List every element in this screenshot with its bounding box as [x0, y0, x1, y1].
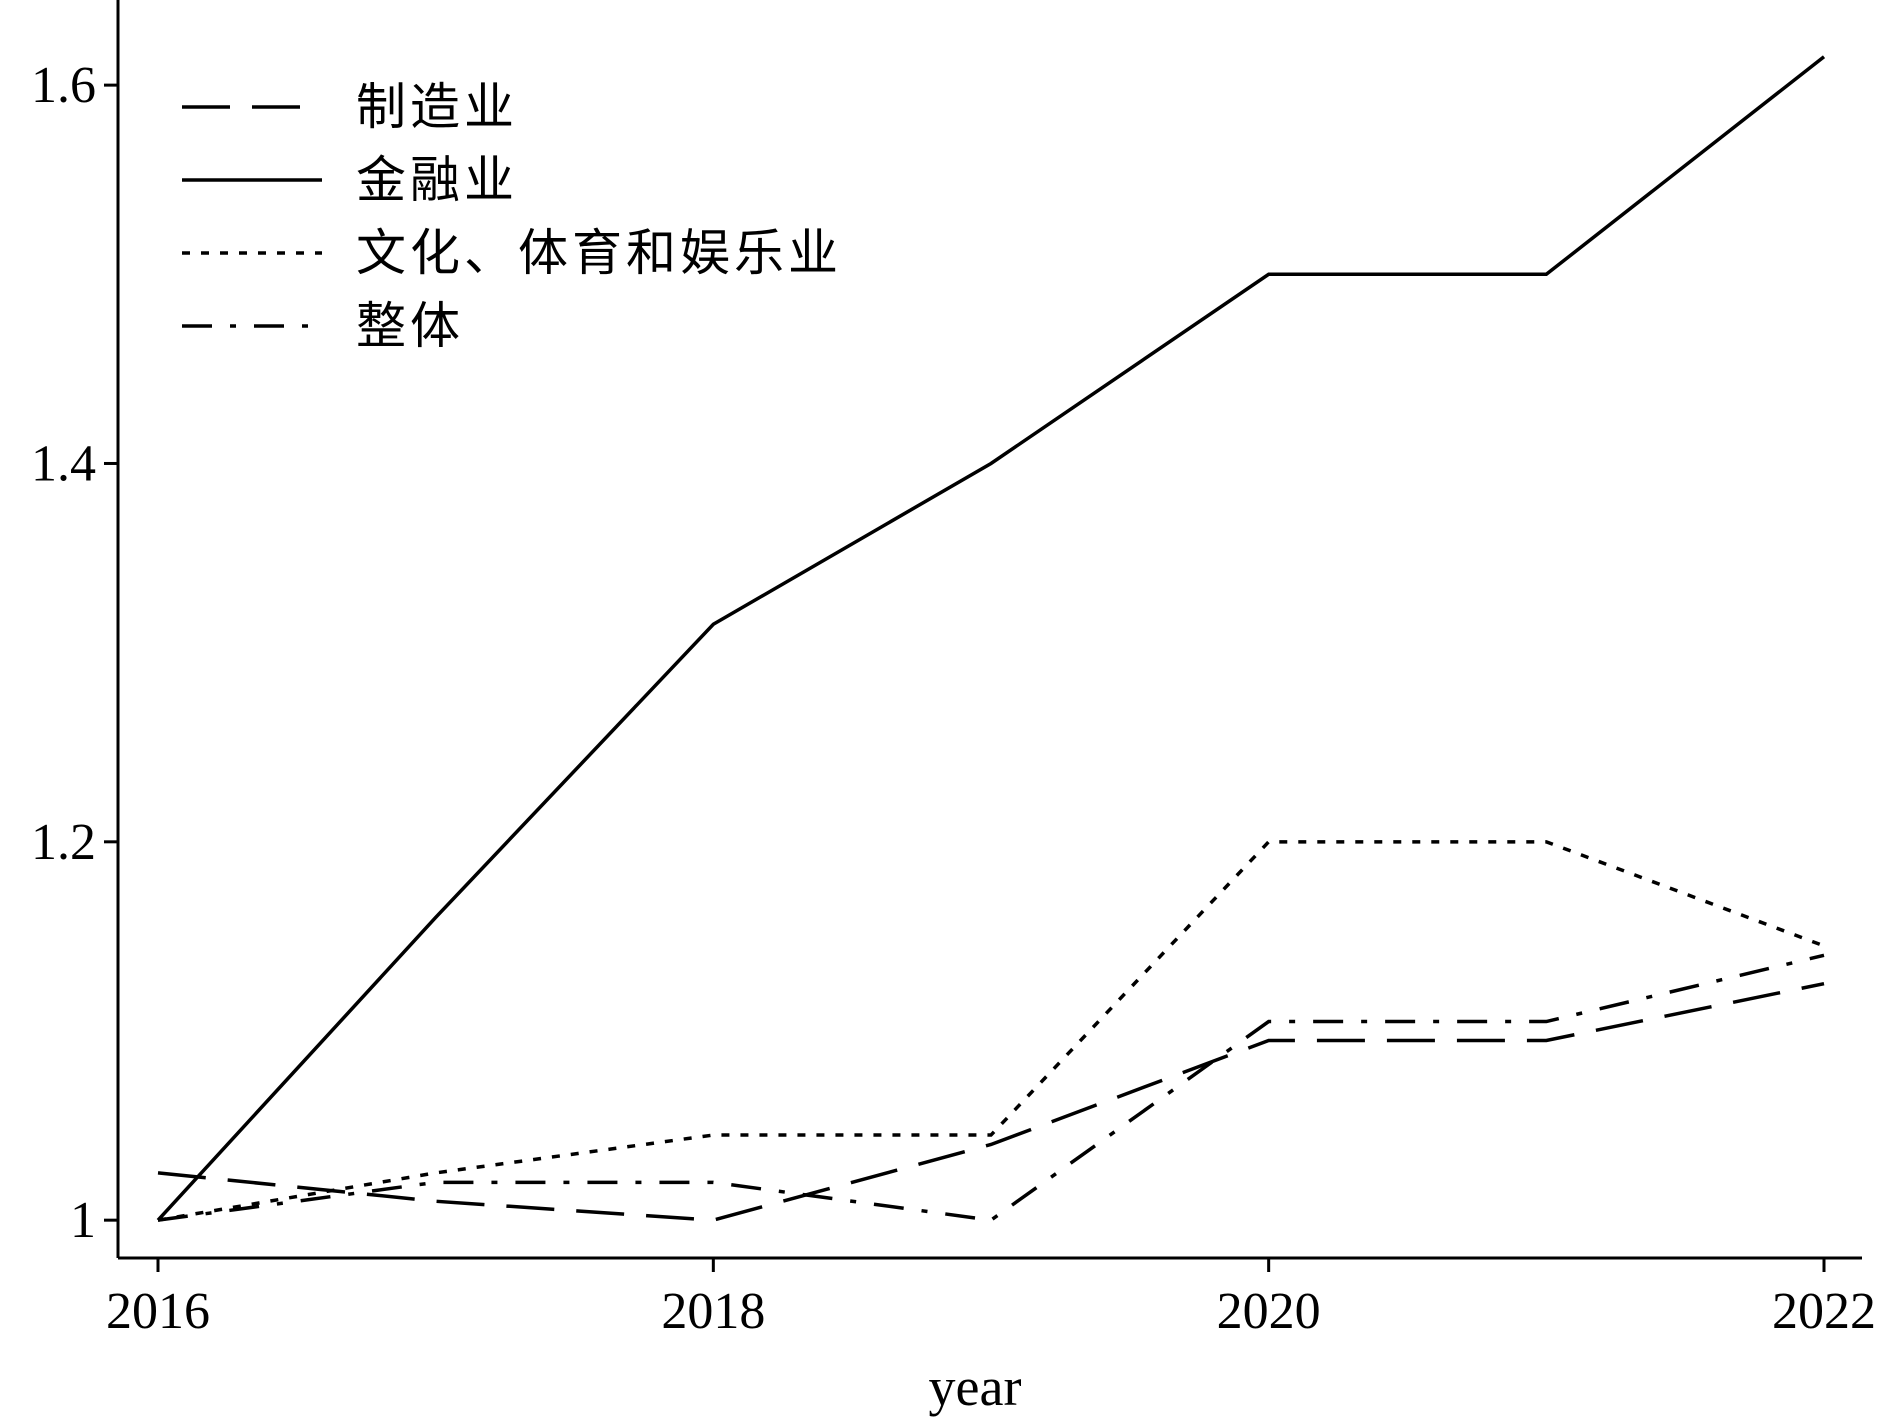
x-tick-label: 2020 [1217, 1283, 1321, 1340]
y-tick-label: 1.2 [31, 814, 96, 871]
x-axis-title: year [929, 1357, 1022, 1417]
series-line-dotted [157, 840, 1825, 1222]
legend-label: 整体 [356, 297, 464, 355]
y-tick-label: 1.4 [31, 435, 96, 492]
y-tick-label: 1.6 [31, 57, 96, 114]
legend-label: 文化、体育和娱乐业 [356, 224, 842, 282]
series-line-solid [156, 55, 1826, 1222]
x-tick-label: 2022 [1772, 1283, 1876, 1340]
legend-label: 制造业 [356, 78, 518, 136]
axes: 1 1.2 1.4 1.6 2016 2018 2020 2022 [31, 0, 1876, 1340]
series-line-dashdot [157, 953, 1825, 1222]
series-layer [156, 55, 1826, 1222]
y-tick-label: 1 [70, 1192, 96, 1249]
legend-label: 金融业 [356, 151, 518, 209]
x-tick-label: 2018 [661, 1283, 765, 1340]
x-tick-label: 2016 [106, 1283, 210, 1340]
series-line-dashed [157, 981, 1825, 1222]
